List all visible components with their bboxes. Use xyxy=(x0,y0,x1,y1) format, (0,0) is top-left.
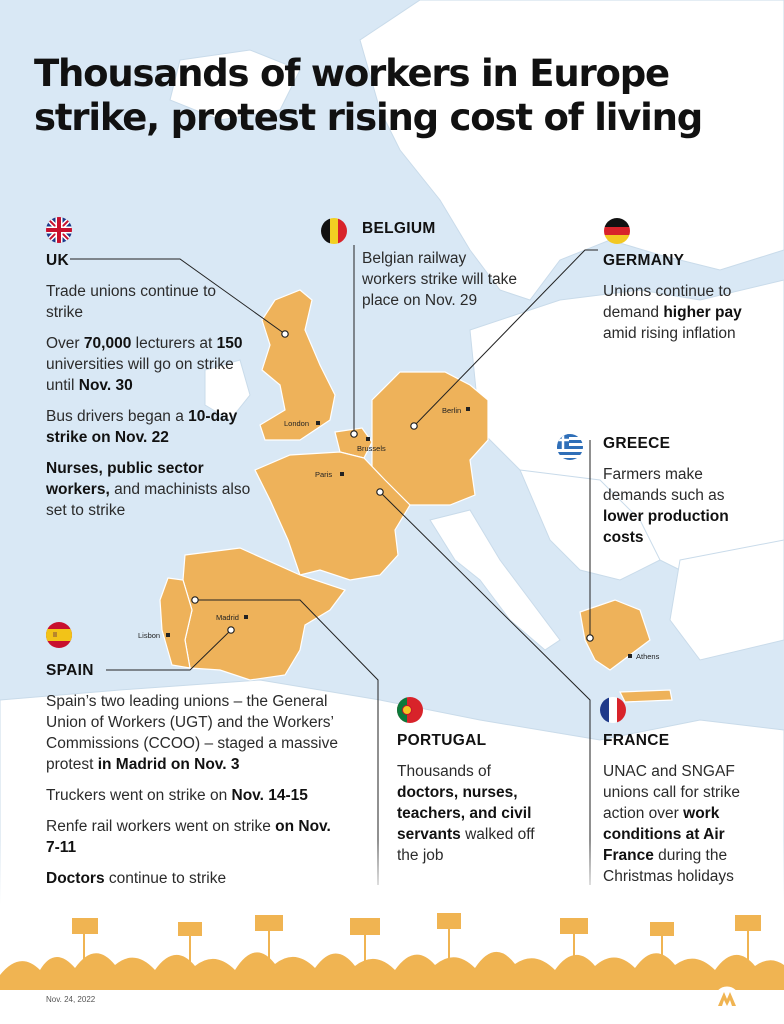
spain-text-4: Doctors continue to strike xyxy=(46,870,227,887)
uk-connector xyxy=(70,258,286,335)
portugal-info: PORTUGAL Thousands of doctors, nurses, t… xyxy=(397,730,547,876)
athens-dot xyxy=(628,654,632,658)
city-label-athens: Athens xyxy=(636,652,660,661)
brussels-dot xyxy=(366,437,370,441)
france-text-1: UNAC and SNGAF unions call for strike ac… xyxy=(603,763,740,885)
greece-flag-icon xyxy=(557,434,583,460)
spain-text-2: Truckers went on strike on Nov. 14-15 xyxy=(46,787,308,804)
publication-date: Nov. 24, 2022 xyxy=(46,995,96,1004)
belgium-shape xyxy=(334,427,373,459)
uk-text-1: Trade unions continue to strike xyxy=(46,283,217,321)
germany-marker xyxy=(410,422,418,430)
portugal-heading: PORTUGAL xyxy=(397,732,487,749)
belgium-text-1: Belgian railway workers strike will take… xyxy=(362,250,518,309)
germany-text-1: Unions continue to demand higher pay ami… xyxy=(603,283,742,342)
uk-info: UK Trade unions continue to strike Over … xyxy=(46,250,251,531)
city-label-madrid: Madrid xyxy=(216,613,239,622)
france-shape xyxy=(254,451,411,581)
greece-text-1: Farmers make demands such as lower produ… xyxy=(603,466,729,546)
london-dot xyxy=(316,421,320,425)
portugal-marker xyxy=(191,596,199,604)
scandinavia-land xyxy=(359,0,784,301)
spain-connector xyxy=(106,629,232,671)
france-connector xyxy=(379,491,591,885)
city-label-brussels: Brussels xyxy=(357,444,386,453)
germany-connector xyxy=(413,249,598,427)
france-flag-icon xyxy=(600,697,626,723)
crete-shape xyxy=(619,689,673,703)
greece-marker xyxy=(586,634,594,642)
germany-heading: GERMANY xyxy=(603,252,685,269)
france-marker xyxy=(376,488,384,496)
paris-dot xyxy=(340,472,344,476)
germany-flag-icon xyxy=(604,218,630,244)
uk-text-2: Over 70,000 lecturers at 150 universitie… xyxy=(46,335,243,394)
belgium-info: BELGIUM Belgian railway workers strike w… xyxy=(362,218,522,321)
lisbon-dot xyxy=(166,633,170,637)
spain-text-1: Spain’s two leading unions – the General… xyxy=(46,693,338,773)
madrid-dot xyxy=(244,615,248,619)
berlin-dot xyxy=(466,407,470,411)
city-label-london: London xyxy=(284,419,310,428)
spain-info: SPAIN Spain’s two leading unions – the G… xyxy=(46,660,346,899)
spain-text-3: Renfe rail workers went on strike on Nov… xyxy=(46,818,331,856)
uk-heading: UK xyxy=(46,252,69,269)
france-info: FRANCE UNAC and SNGAF unions call for st… xyxy=(603,730,768,897)
city-label-berlin: Berlin xyxy=(442,406,462,415)
uk-text-4: Nurses, public sector workers, and machi… xyxy=(46,460,251,519)
spain-marker xyxy=(227,626,235,634)
city-label-paris: Paris xyxy=(315,470,333,479)
city-label-lisbon: Lisbon xyxy=(138,631,161,640)
germany-info: GERMANY Unions continue to demand higher… xyxy=(603,250,773,354)
italy-land xyxy=(429,509,561,651)
greece-heading: GREECE xyxy=(603,435,671,452)
belgium-flag-icon xyxy=(321,218,347,244)
uk-text-3: Bus drivers began a 10-day strike on Nov… xyxy=(46,408,238,446)
uk-flag-icon xyxy=(46,217,72,243)
protest-crowd-silhouette xyxy=(0,913,784,990)
turkey-land xyxy=(669,539,784,661)
portugal-shape xyxy=(159,577,193,669)
portugal-connector xyxy=(195,599,379,885)
portugal-flag-icon xyxy=(397,697,423,723)
spain-flag-icon xyxy=(46,622,72,648)
belgium-heading: BELGIUM xyxy=(362,220,436,237)
greece-info: GREECE Farmers make demands such as lowe… xyxy=(603,433,758,558)
belgium-marker xyxy=(350,430,358,438)
page-title: Thousands of workers in Europe strike, p… xyxy=(34,52,703,139)
france-heading: FRANCE xyxy=(603,732,670,749)
uk-shape xyxy=(259,289,336,441)
ireland-land xyxy=(204,359,251,421)
iceland-land xyxy=(169,49,301,121)
portugal-text-1: Thousands of doctors, nurses, teachers, … xyxy=(397,763,535,864)
uk-marker xyxy=(281,330,289,338)
aa-logo-icon xyxy=(714,986,740,1017)
spain-heading: SPAIN xyxy=(46,662,94,679)
